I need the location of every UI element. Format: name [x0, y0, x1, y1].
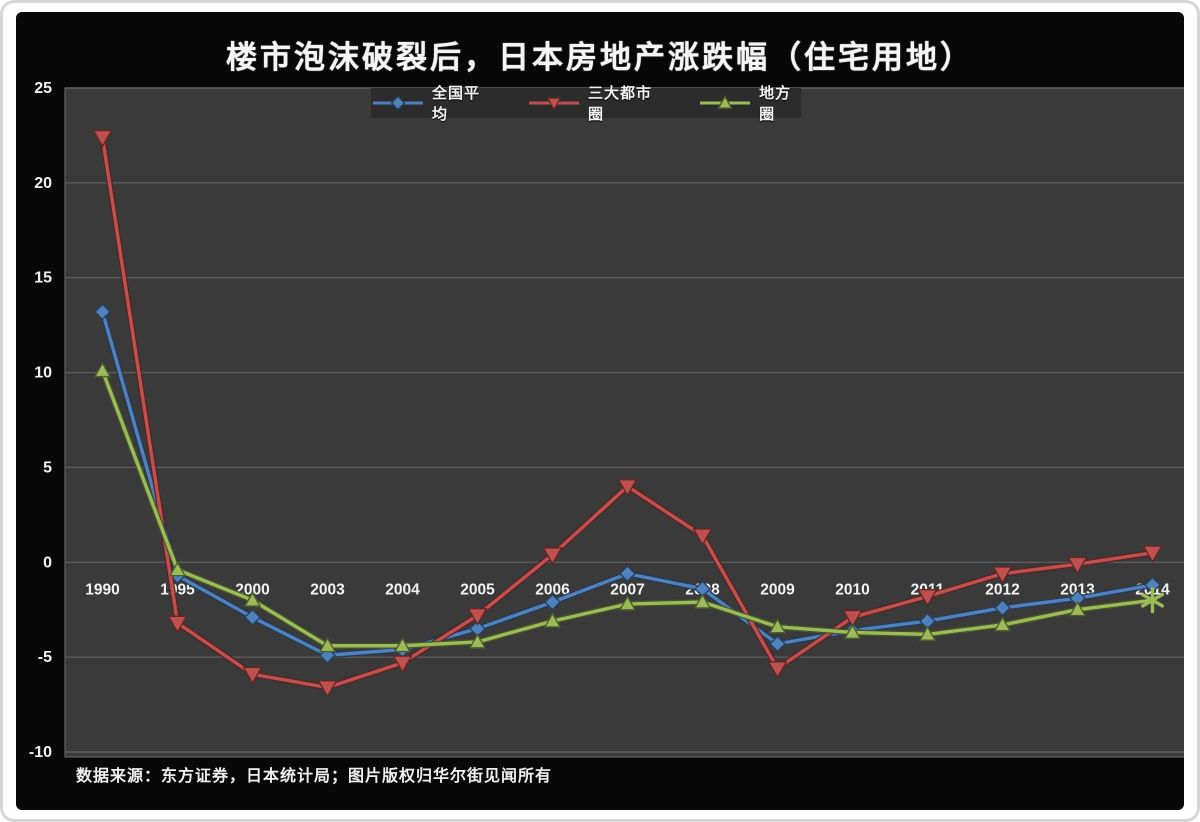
marker-diamond: [769, 635, 786, 653]
marker-triangle-up: [543, 612, 562, 628]
legend-item-regional: 地方圈: [698, 82, 801, 124]
legend-line-triangle-up-icon: [698, 94, 752, 112]
marker-triangle-up: [717, 95, 733, 109]
y-tick-label: 20: [34, 175, 52, 192]
marker-triangle-up: [243, 591, 262, 607]
marker-triangle-down: [392, 655, 413, 674]
marker-triangle-down: [542, 547, 563, 566]
x-tick-label: 2006: [535, 581, 570, 598]
marker-triangle-down: [167, 615, 188, 634]
marker-triangle-down: [842, 609, 863, 628]
marker-triangle-up: [768, 617, 787, 634]
marker-triangle-up: [393, 636, 412, 653]
marker-triangle-down: [467, 607, 488, 626]
y-tick-label: 25: [34, 80, 52, 97]
marker-diamond: [544, 593, 561, 611]
marker-triangle-up: [468, 633, 487, 649]
x-tick-label: 2003: [310, 581, 345, 598]
marker-diamond: [244, 608, 261, 626]
x-tick-label: 2004: [385, 581, 420, 598]
legend-item-metro: 三大都市圈: [527, 82, 660, 124]
marker-triangle-down: [992, 566, 1013, 585]
marker-triangle-up: [318, 636, 337, 653]
marker-triangle-down: [617, 478, 638, 497]
marker-triangle-up: [618, 595, 637, 611]
y-tick-label: 10: [34, 365, 52, 382]
legend-label-regional: 地方圈: [759, 85, 792, 123]
marker-triangle-up: [93, 361, 112, 378]
y-tick-label: -5: [38, 649, 52, 666]
marker-diamond: [619, 565, 636, 583]
legend-swatch-svg: [529, 97, 579, 111]
marker-triangle-down: [1142, 545, 1163, 564]
marker-triangle-down: [917, 588, 938, 607]
marker-diamond: [94, 303, 111, 321]
marker-diamond: [994, 599, 1011, 617]
x-tick-label: 2005: [460, 581, 495, 598]
chart-canvas: 楼市泡沫破裂后，日本房地产涨跌幅（住宅用地） 25 20 15 10 5 0 -5 -10 19…: [16, 12, 1184, 810]
marker-triangle-up: [1068, 600, 1087, 617]
x-tick-label: 2009: [760, 581, 795, 598]
y-tick-label: 0: [43, 554, 52, 571]
chart-legend: 全国平均 三大都市圈 地方圈: [371, 85, 801, 123]
legend-line-diamond-icon: [371, 94, 425, 112]
marker-star: [1140, 587, 1165, 614]
marker-triangle-down: [767, 661, 788, 679]
source-note: 数据来源：东方证券，日本统计局；图片版权归华尔街见闻所有: [76, 768, 553, 785]
legend-label-metro: 三大都市圈: [588, 85, 653, 123]
marker-diamond: [390, 95, 406, 111]
marker-triangle-up: [693, 593, 712, 609]
marker-triangle-down: [1067, 556, 1088, 575]
marker-triangle-down: [92, 129, 113, 148]
legend-line-triangle-icon: [527, 94, 581, 112]
legend-label-national: 全国平均: [432, 85, 481, 123]
x-tick-label: 2010: [835, 581, 869, 598]
x-tick-label: 2007: [610, 581, 644, 598]
legend-item-national: 全国平均: [371, 82, 489, 124]
legend-swatch-svg: [700, 95, 751, 109]
y-tick-label: 15: [34, 270, 52, 287]
marker-triangle-down: [317, 680, 338, 698]
marker-triangle-down: [242, 666, 263, 685]
marker-triangle-up: [918, 625, 937, 641]
y-tick-label: 5: [43, 459, 52, 476]
x-tick-label: 1990: [85, 581, 119, 598]
marker-triangle-up: [843, 623, 862, 640]
plot-area: [64, 87, 1184, 758]
marker-triangle-up: [168, 560, 187, 577]
marker-triangle-up: [993, 615, 1012, 632]
y-tick-label: -10: [29, 744, 52, 761]
legend-swatch-svg: [373, 95, 423, 111]
x-tick-label: 2012: [985, 581, 1019, 598]
marker-triangle-down: [692, 528, 713, 547]
marker-triangle-down: [546, 97, 562, 111]
chart-title: 楼市泡沫破裂后，日本房地产涨跌幅（住宅用地）: [226, 40, 974, 75]
